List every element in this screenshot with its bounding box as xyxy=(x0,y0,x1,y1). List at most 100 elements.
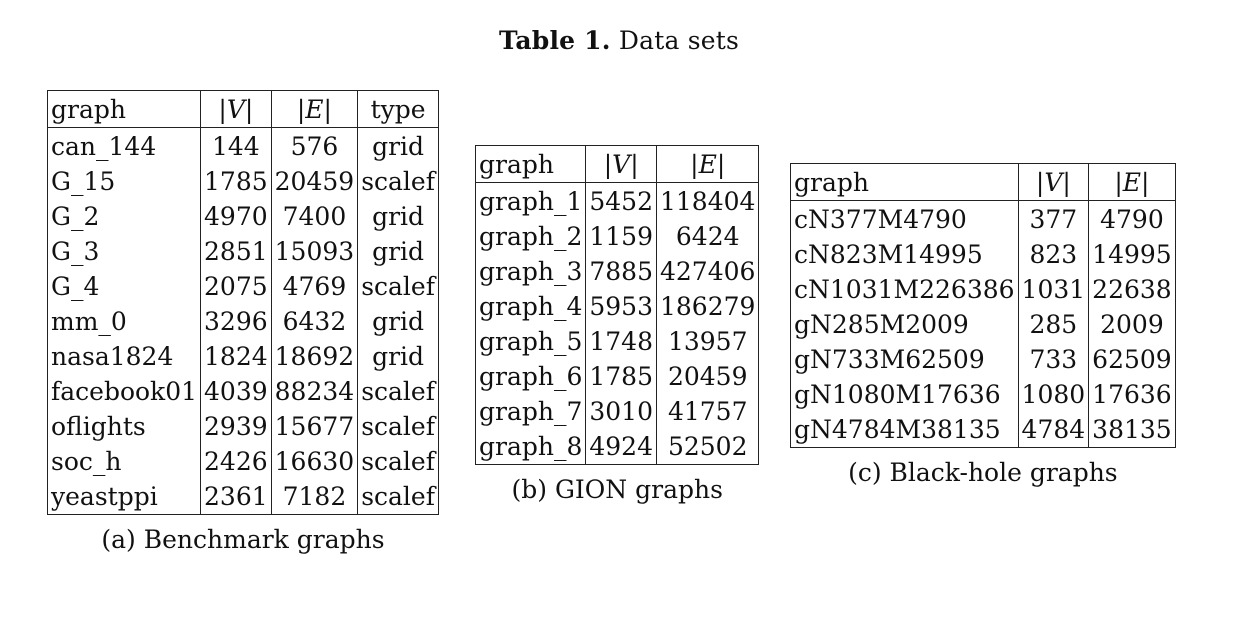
benchmark-graphs-block: graph |V| |E| type can_144 144 576 grid G_15… xyxy=(46,90,439,554)
cell-edges: 118404 xyxy=(655,182,760,219)
header-graph: graph xyxy=(474,145,587,183)
cell-edges: 13957 xyxy=(655,324,760,359)
table-row: can_144 144 576 grid xyxy=(46,127,439,164)
cell-vertices: 144 xyxy=(200,127,272,164)
cell-graph: graph_1 xyxy=(474,182,587,219)
cell-vertices: 3296 xyxy=(200,304,272,339)
table-row: graph_2 1159 6424 xyxy=(474,219,760,254)
table-row: mm_0 3296 6432 grid xyxy=(46,304,439,339)
table-row: yeastppi 2361 7182 scalef xyxy=(46,479,439,515)
cell-graph: oflights xyxy=(46,409,202,444)
cell-type: grid xyxy=(357,234,439,269)
cell-graph: graph_2 xyxy=(474,219,587,254)
cell-type: scalef xyxy=(357,409,439,444)
cell-edges: 20459 xyxy=(655,359,760,394)
gion-graphs-caption: (b) GION graphs xyxy=(511,475,723,504)
cell-vertices: 2851 xyxy=(200,234,272,269)
cell-edges: 576 xyxy=(270,127,359,164)
cell-edges: 20459 xyxy=(270,164,359,199)
table-row: G_15 1785 20459 scalef xyxy=(46,164,439,199)
table-row: G_4 2075 4769 scalef xyxy=(46,269,439,304)
cell-type: scalef xyxy=(357,164,439,199)
cell-edges: 52502 xyxy=(655,429,760,465)
table-header-row: graph |V| |E| xyxy=(790,163,1176,201)
black-hole-graphs-body: cN377M4790 377 4790 cN823M14995 823 14995 cN10… xyxy=(790,200,1176,448)
cell-edges: 4769 xyxy=(270,269,359,304)
cell-edges: 6424 xyxy=(655,219,760,254)
cell-vertices: 377 xyxy=(1017,200,1090,237)
table-row: oflights 2939 15677 scalef xyxy=(46,409,439,444)
cell-edges: 14995 xyxy=(1088,237,1176,272)
cell-graph: G_3 xyxy=(46,234,202,269)
cell-graph: gN285M2009 xyxy=(790,307,1019,342)
cell-edges: 88234 xyxy=(270,374,359,409)
table-row: graph_7 3010 41757 xyxy=(474,394,760,429)
cell-graph: cN377M4790 xyxy=(790,200,1019,237)
cell-type: grid xyxy=(357,304,439,339)
cell-graph: G_4 xyxy=(46,269,202,304)
cell-edges: 6432 xyxy=(270,304,359,339)
cell-edges: 15093 xyxy=(270,234,359,269)
cell-graph: can_144 xyxy=(46,127,202,164)
table-row: graph_4 5953 186279 xyxy=(474,289,760,324)
cell-graph: nasa1824 xyxy=(46,339,202,374)
cell-vertices: 1748 xyxy=(585,324,657,359)
table-row: cN823M14995 823 14995 xyxy=(790,237,1176,272)
gion-graphs-block: graph |V| |E| graph_1 5452 118404 graph_2 11… xyxy=(474,145,760,504)
header-edges: |E| xyxy=(270,90,359,128)
cell-vertices: 1031 xyxy=(1017,272,1090,307)
gion-graphs-body: graph_1 5452 118404 graph_2 1159 6424 graph_3 7… xyxy=(474,182,760,465)
cell-graph: gN1080M17636 xyxy=(790,377,1019,412)
cell-type: grid xyxy=(357,127,439,164)
header-vertices: |V| xyxy=(200,90,272,128)
cell-vertices: 4970 xyxy=(200,199,272,234)
cell-vertices: 733 xyxy=(1017,342,1090,377)
cell-vertices: 2075 xyxy=(200,269,272,304)
gion-graphs-table: graph |V| |E| graph_1 5452 118404 graph_2 11… xyxy=(474,145,760,465)
cell-edges: 7400 xyxy=(270,199,359,234)
cell-type: scalef xyxy=(357,444,439,479)
table-row: graph_5 1748 13957 xyxy=(474,324,760,359)
benchmark-graphs-body: can_144 144 576 grid G_15 1785 20459 scalef G_2 4… xyxy=(46,127,439,515)
cell-type: scalef xyxy=(357,479,439,515)
cell-edges: 17636 xyxy=(1088,377,1176,412)
cell-vertices: 285 xyxy=(1017,307,1090,342)
table-row: graph_1 5452 118404 xyxy=(474,182,760,219)
cell-graph: graph_4 xyxy=(474,289,587,324)
black-hole-graphs-table: graph |V| |E| cN377M4790 377 4790 cN823M149… xyxy=(790,163,1176,448)
cell-vertices: 2361 xyxy=(200,479,272,515)
table-row: graph_6 1785 20459 xyxy=(474,359,760,394)
cell-edges: 62509 xyxy=(1088,342,1176,377)
cell-graph: yeastppi xyxy=(46,479,202,515)
header-type: type xyxy=(357,90,439,128)
cell-edges: 186279 xyxy=(655,289,760,324)
cell-vertices: 1785 xyxy=(200,164,272,199)
cell-vertices: 4039 xyxy=(200,374,272,409)
table-title: Table 1. Data sets xyxy=(0,26,1238,55)
cell-vertices: 7885 xyxy=(585,254,657,289)
cell-vertices: 1785 xyxy=(585,359,657,394)
cell-graph: graph_5 xyxy=(474,324,587,359)
table-row: gN733M62509 733 62509 xyxy=(790,342,1176,377)
cell-vertices: 3010 xyxy=(585,394,657,429)
cell-edges: 15677 xyxy=(270,409,359,444)
table-row: G_2 4970 7400 grid xyxy=(46,199,439,234)
header-edges: |E| xyxy=(655,145,760,183)
cell-graph: gN733M62509 xyxy=(790,342,1019,377)
cell-vertices: 4924 xyxy=(585,429,657,465)
cell-graph: facebook01 xyxy=(46,374,202,409)
table-header-row: graph |V| |E| xyxy=(474,145,760,183)
table-row: nasa1824 1824 18692 grid xyxy=(46,339,439,374)
cell-edges: 38135 xyxy=(1088,412,1176,448)
cell-graph: cN823M14995 xyxy=(790,237,1019,272)
cell-vertices: 2426 xyxy=(200,444,272,479)
cell-type: grid xyxy=(357,199,439,234)
cell-graph: G_2 xyxy=(46,199,202,234)
cell-graph: cN1031M226386 xyxy=(790,272,1019,307)
cell-type: scalef xyxy=(357,374,439,409)
table-row: cN377M4790 377 4790 xyxy=(790,200,1176,237)
table-row: gN285M2009 285 2009 xyxy=(790,307,1176,342)
cell-edges: 22638 xyxy=(1088,272,1176,307)
table-row: gN4784M38135 4784 38135 xyxy=(790,412,1176,448)
header-vertices: |V| xyxy=(585,145,657,183)
